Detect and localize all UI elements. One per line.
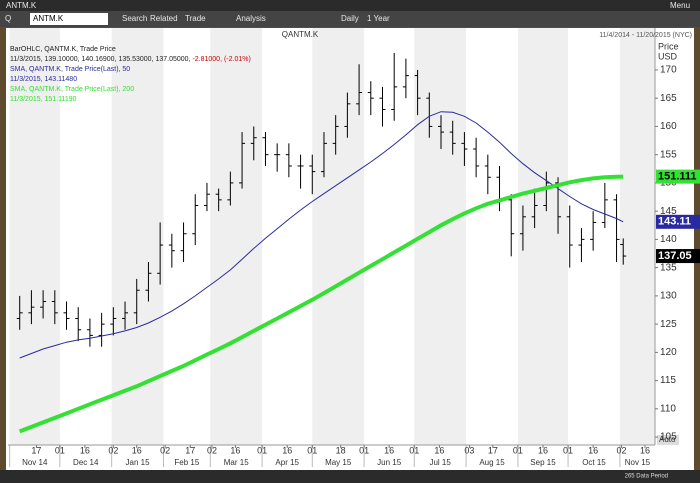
legend-series-last: 11/3/2015, 151.11190 [10,96,77,103]
toolbar [0,11,700,27]
x-tick-label: 01 [55,445,65,455]
month-label: Apr 15 [275,458,299,467]
y-label: USD [658,51,678,61]
legend: BarOHLC, QANTM.K, Trade Price 11/3/2015,… [10,46,251,103]
y-tick-label: 165 [660,93,677,104]
x-tick-label: 03 [464,445,474,455]
legend-ohlc-last: 11/3/2015, 139.10000, 140.16900, 135.530… [10,56,251,63]
sma-line [18,174,624,434]
x-tick-label: 16 [384,445,394,455]
date-range: 11/4/2014 - 11/20/2015 (NYC) [599,32,692,39]
toolbar-item[interactable]: Analysis [236,14,266,23]
x-tick-label: 01 [563,445,573,455]
auto-button[interactable] [657,435,679,445]
y-tick-label: 145 [660,206,677,217]
legend-series-name: SMA, QANTM.K, Trade Price(Last), 200 [10,86,134,93]
x-tick-label: 02 [617,445,627,455]
y-tick-label: 105 [660,432,677,443]
sma-line [19,111,624,359]
month-label: Aug 15 [479,458,505,467]
auto-label[interactable]: Auto [659,435,676,444]
x-tick-label: 02 [108,445,118,455]
symbol-input[interactable] [30,13,108,25]
toolbar-item[interactable]: Daily [341,14,359,23]
x-tick-label: 17 [31,445,41,455]
month-label: Feb 15 [174,458,199,467]
month-label: Jun 15 [377,458,402,467]
x-tick-label: 01 [359,445,369,455]
menu[interactable]: Menu [670,1,690,10]
month-label: Sep 15 [530,458,556,467]
price-tag [656,214,700,229]
month-band [210,28,263,445]
y-tick-label: 170 [660,65,677,76]
x-tick-label: 16 [230,445,240,455]
month-band [312,28,365,445]
toolbar-item[interactable]: Search [122,14,147,23]
month-label: Oct 15 [582,458,606,467]
symbol-prefix[interactable]: Q [5,14,11,23]
ohlc-change: -2.81000, (-2.01%) [192,56,250,63]
title-bar [0,0,700,11]
x-tick-label: 16 [132,445,142,455]
toolbar-item[interactable]: Trade [185,14,206,23]
month-band [619,28,655,445]
y-label: Price [658,41,679,51]
y-tick-label: 155 [660,149,677,160]
toolbar-item[interactable]: 1 Year [367,14,390,23]
window-title: ANTM.K [6,1,37,10]
x-tick-label: 01 [513,445,523,455]
x-tick-label: 16 [80,445,90,455]
symbol-text[interactable]: ANTM.K [33,14,64,23]
x-tick-label: 17 [488,445,498,455]
legend-series-name: SMA, QANTM.K, Trade Price(Last), 50 [10,66,130,73]
x-tick-label: 16 [434,445,444,455]
y-tick-label: 130 [660,291,677,302]
x-tick-label: 17 [185,445,195,455]
x-tick-label: 18 [336,445,346,455]
price-tag-label: 137.05 [658,250,692,262]
month-label: Nov 15 [625,458,651,467]
month-label: May 15 [325,458,352,467]
chart-title: QANTM.K [282,30,319,39]
legend-ohlc-name: BarOHLC, QANTM.K, Trade Price [10,46,116,53]
x-tick-label: 01 [307,445,317,455]
y-tick-label: 115 [660,375,676,386]
price-tag [656,249,700,264]
month-label: Dec 14 [73,458,99,467]
data-period: 265 Data Period [625,474,668,480]
y-tick-label: 135 [660,262,677,273]
price-tag-label: 143.11 [658,216,691,228]
month-label: Jan 15 [126,458,151,467]
price-tag-label: 151.111 [658,171,697,183]
x-tick-label: 16 [282,445,292,455]
month-band [9,28,60,445]
status-bar [0,470,700,483]
y-tick-label: 140 [660,234,677,245]
toolbar-item[interactable]: Related [150,14,178,23]
y-tick-label: 110 [660,403,676,414]
y-tick-label: 125 [660,319,677,330]
x-tick-label: 16 [538,445,548,455]
x-tick-label: 01 [257,445,267,455]
month-label: Mar 15 [224,458,249,467]
month-label: Jul 15 [429,458,451,467]
ohlc-last: 11/3/2015, 139.10000, 140.16900, 135.530… [10,56,191,63]
month-band [111,28,164,445]
x-tick-label: 01 [409,445,419,455]
x-tick-label: 16 [640,445,650,455]
price-tag [656,169,700,184]
x-tick-label: 02 [160,445,170,455]
legend-series-last: 11/3/2015, 143.11480 [10,76,77,83]
y-tick-label: 160 [660,121,677,132]
month-label: Nov 14 [22,458,48,467]
x-tick-label: 16 [588,445,598,455]
month-band [517,28,569,445]
y-tick-label: 120 [660,347,677,358]
x-tick-label: 02 [207,445,217,455]
